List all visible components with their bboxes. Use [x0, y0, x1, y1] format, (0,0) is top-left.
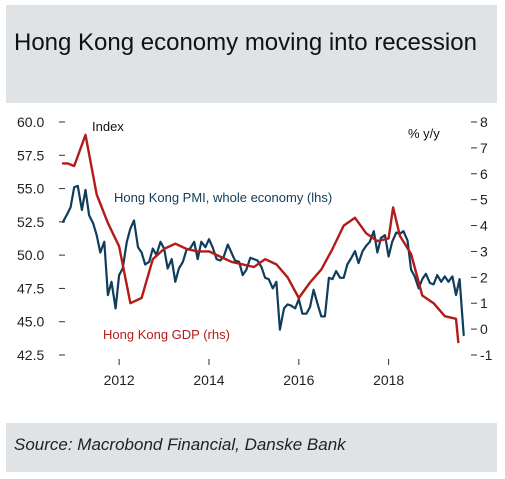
- left-tick-label: 60.0: [17, 114, 44, 130]
- right-tick-label: 3: [480, 243, 488, 259]
- x-tick-label: 2012: [104, 372, 135, 388]
- right-tick-label: 7: [480, 140, 488, 156]
- right-axis-title: % y/y: [408, 126, 440, 141]
- label-layer: 60.0 57.5 55.0 52.5 50.0 47.5 45.0 42.5 8 7 6 5 4 3 2 1…: [17, 114, 493, 388]
- plot-panel: [6, 103, 497, 423]
- series-line-pmi: [61, 184, 465, 337]
- left-tick-label: 42.5: [17, 347, 44, 363]
- left-tick-label: 55.0: [17, 181, 44, 197]
- right-tick-label: 5: [480, 192, 488, 208]
- series-layer: [61, 133, 465, 344]
- left-tick-label: 47.5: [17, 280, 44, 296]
- right-tick-label: 1: [480, 295, 488, 311]
- axes-layer: [59, 121, 477, 365]
- right-tick-label: 4: [480, 218, 488, 234]
- right-tick-label: -1: [480, 347, 493, 363]
- source-note: Source: Macrobond Financial, Danske Bank: [14, 435, 346, 454]
- line-chart: 60.0 57.5 55.0 52.5 50.0 47.5 45.0 42.5 8 7 6 5 4 3 2 1…: [17, 114, 493, 388]
- chart-frame: Hong Kong economy moving into recession …: [6, 5, 497, 472]
- right-tick-label: 8: [480, 114, 488, 130]
- x-tick-label: 2018: [373, 372, 404, 388]
- x-tick-label: 2014: [193, 372, 224, 388]
- left-tick-label: 57.5: [17, 147, 44, 163]
- right-tick-label: 6: [480, 166, 488, 182]
- left-tick-label: 45.0: [17, 314, 44, 330]
- series-label-gdp: Hong Kong GDP (rhs): [103, 327, 230, 342]
- chart-title: Hong Kong economy moving into recession: [14, 29, 477, 56]
- left-axis-title: Index: [92, 119, 124, 134]
- x-tick-label: 2016: [283, 372, 314, 388]
- left-tick-label: 50.0: [17, 247, 44, 263]
- series-line-gdp: [61, 133, 460, 344]
- right-tick-label: 0: [480, 321, 488, 337]
- series-label-pmi: Hong Kong PMI, whole economy (lhs): [114, 190, 332, 205]
- right-tick-label: 2: [480, 269, 488, 285]
- left-tick-label: 52.5: [17, 214, 44, 230]
